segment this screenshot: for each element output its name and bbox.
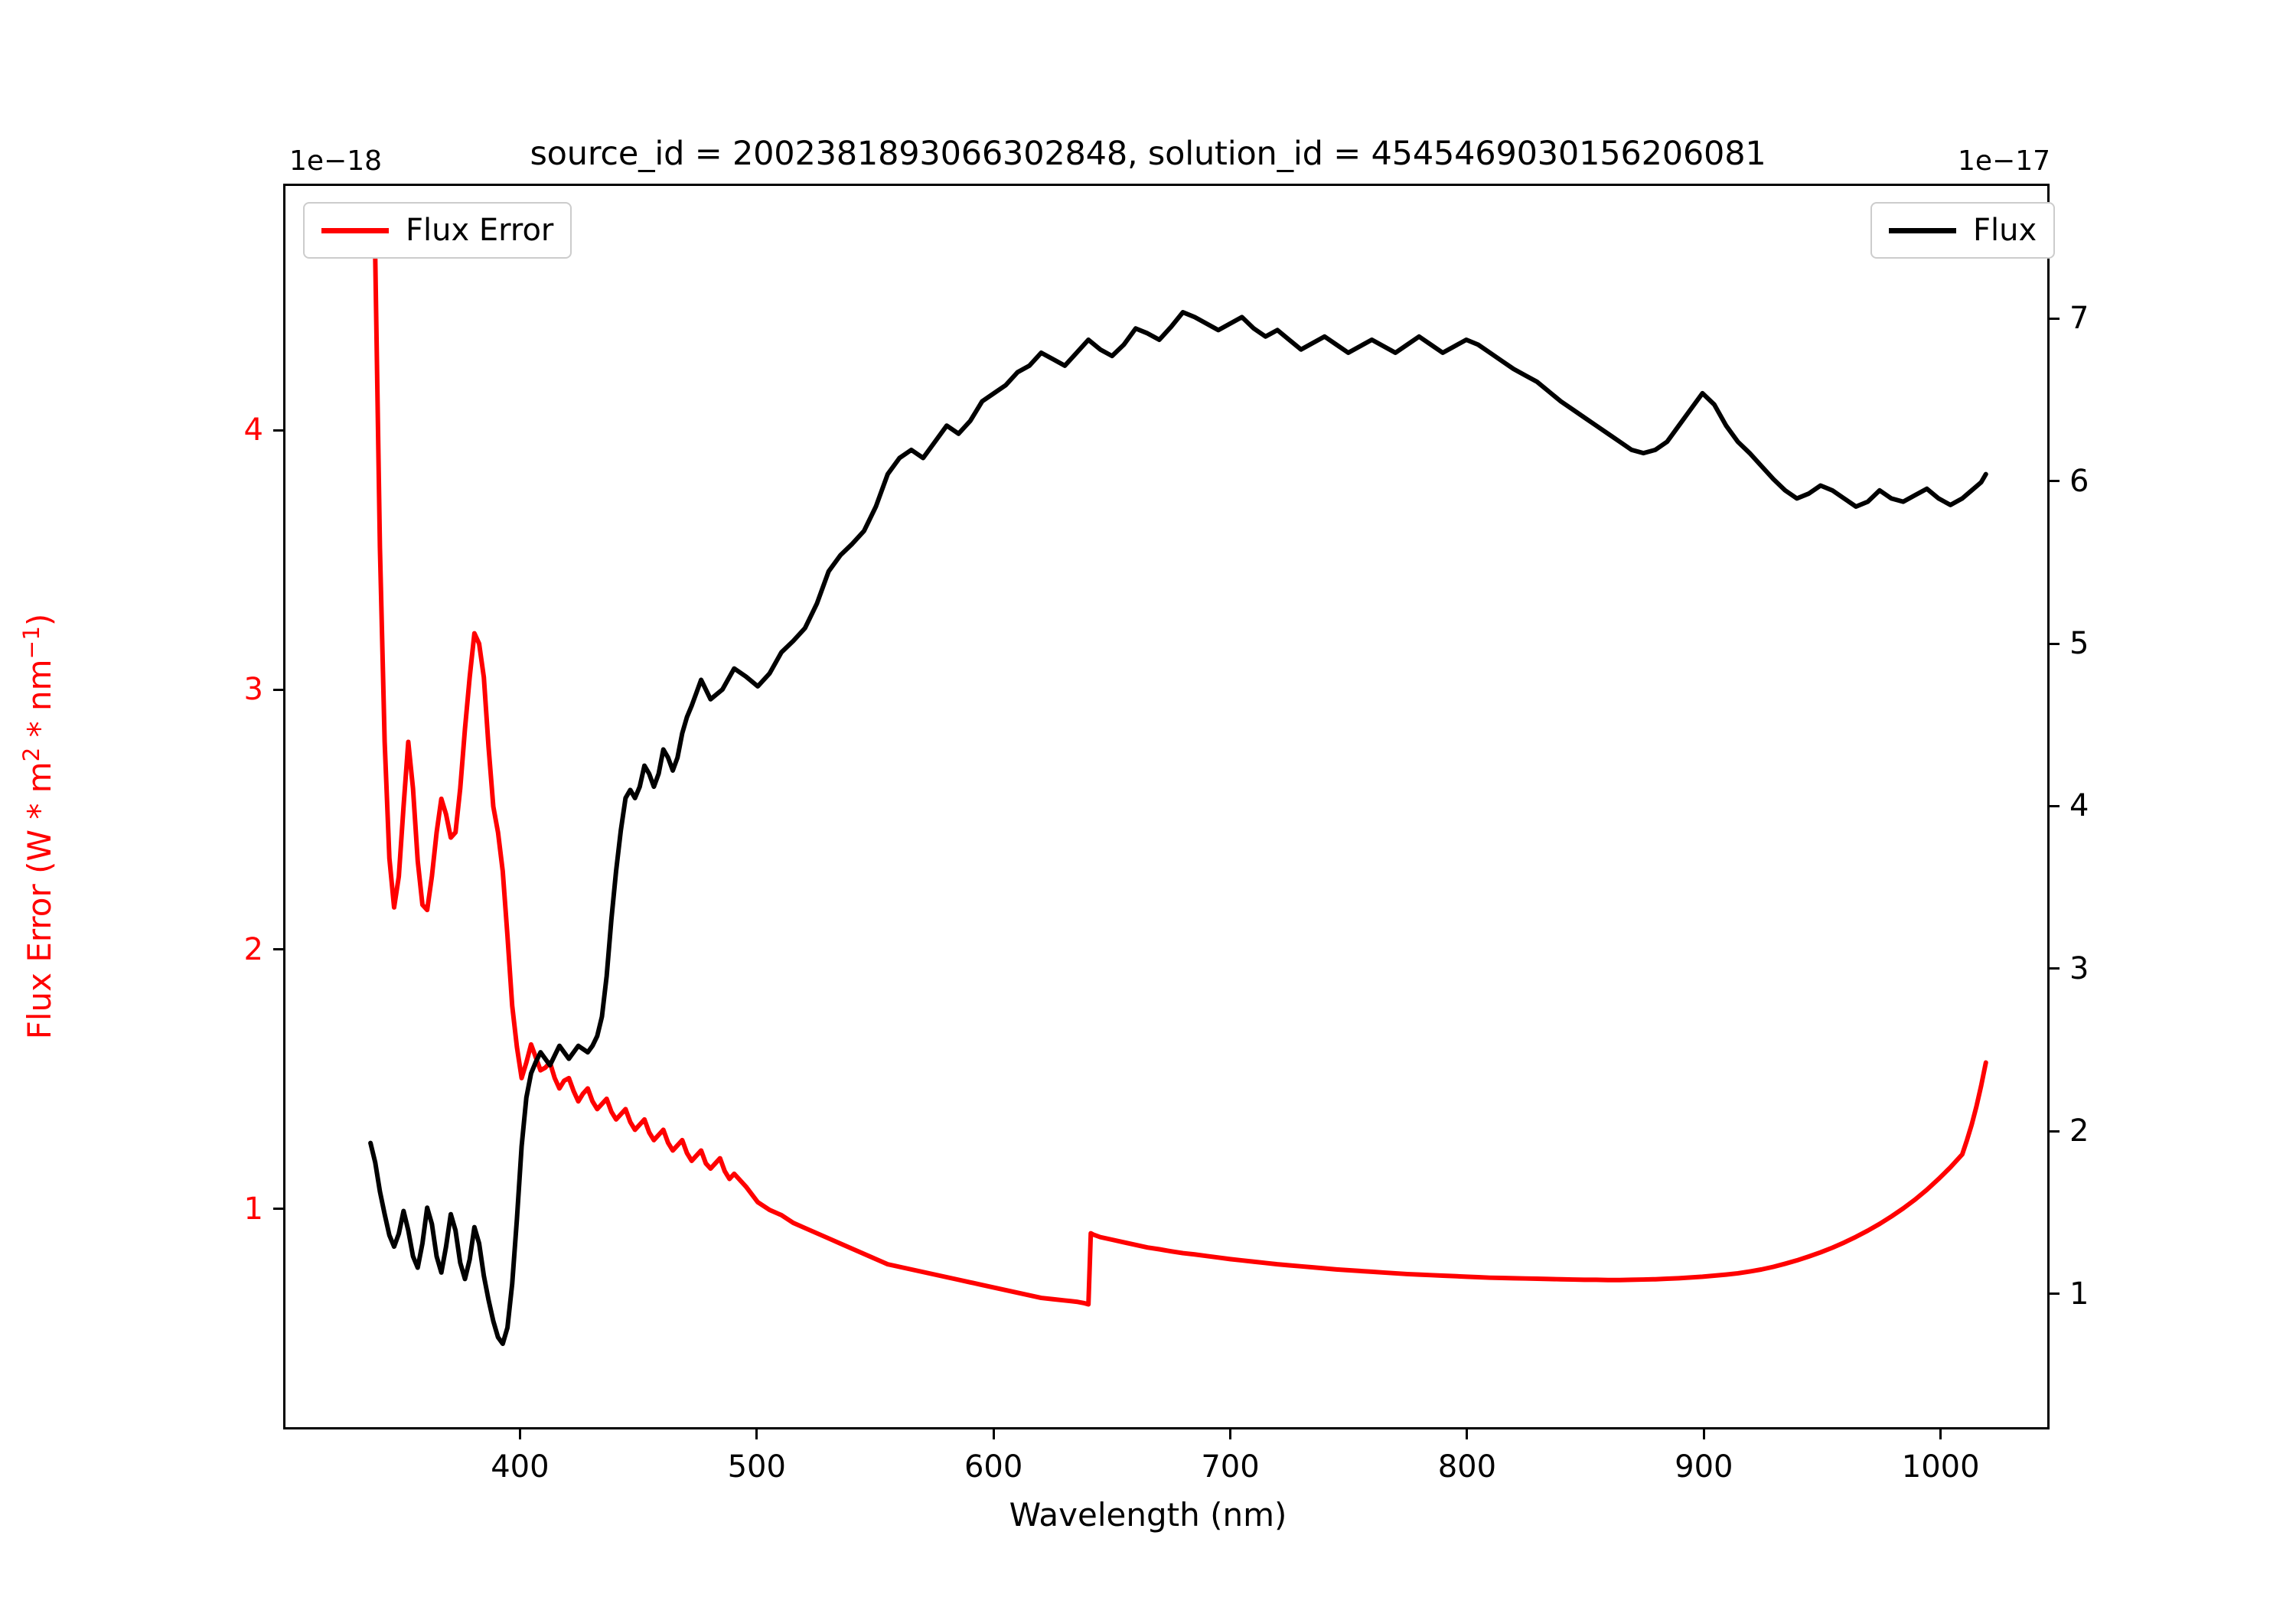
x-tick-mark — [1466, 1429, 1469, 1439]
left-y-tick-mark — [273, 429, 283, 432]
right-y-tick-mark — [2050, 1129, 2060, 1133]
legend-label-flux-error: Flux Error — [406, 213, 554, 248]
right-y-tick-label: 7 — [2069, 301, 2089, 337]
right-y-tick-label: 1 — [2069, 1276, 2089, 1312]
flux-line — [368, 310, 1988, 1347]
left-y-tick-mark — [273, 688, 283, 691]
spectrum-lines — [368, 222, 1988, 1347]
right-y-tick-mark — [2050, 1292, 2060, 1296]
legend-flux-error[interactable]: Flux Error — [303, 202, 572, 259]
left-y-tick-label: 2 — [243, 931, 263, 967]
right-y-tick-label: 3 — [2069, 950, 2089, 986]
x-tick-mark — [1702, 1429, 1705, 1439]
x-tick-label: 500 — [727, 1449, 786, 1485]
right-y-tick-mark — [2050, 642, 2060, 645]
flux-error-line — [368, 222, 1988, 1307]
x-tick-mark — [1939, 1429, 1942, 1439]
legend-line-swatch-red — [321, 227, 389, 233]
right-y-tick-label: 6 — [2069, 463, 2089, 499]
x-tick-label: 400 — [491, 1449, 550, 1485]
x-tick-label: 1000 — [1901, 1449, 1980, 1485]
right-y-tick-mark — [2050, 480, 2060, 483]
left-y-tick-mark — [273, 948, 283, 951]
right-y-tick-label: 5 — [2069, 626, 2089, 662]
x-tick-label: 900 — [1675, 1449, 1733, 1485]
right-y-tick-mark — [2050, 804, 2060, 807]
x-tick-mark — [755, 1429, 758, 1439]
right-y-tick-label: 4 — [2069, 788, 2089, 824]
x-tick-mark — [518, 1429, 521, 1439]
x-tick-mark — [992, 1429, 995, 1439]
plot-title: source_id = 2002381893066302848, solutio… — [530, 135, 1766, 173]
left-y-tick-label: 4 — [243, 412, 263, 448]
x-tick-label: 600 — [964, 1449, 1023, 1485]
right-axis-offset-text: 1e−17 — [1958, 145, 2051, 177]
right-y-tick-mark — [2050, 317, 2060, 320]
x-axis-label: Wavelength (nm) — [1009, 1496, 1287, 1534]
x-tick-label: 700 — [1201, 1449, 1260, 1485]
left-y-tick-mark — [273, 1208, 283, 1211]
legend-label-flux: Flux — [1973, 213, 2037, 248]
legend-flux[interactable]: Flux — [1870, 202, 2056, 259]
x-tick-mark — [1229, 1429, 1232, 1439]
x-tick-label: 800 — [1437, 1449, 1497, 1485]
plot-area — [283, 184, 2050, 1429]
left-y-axis-label: Flux Error (W * m2 * nm−1) — [18, 613, 58, 1040]
right-y-tick-label: 2 — [2069, 1113, 2089, 1149]
legend-line-swatch-black — [1889, 227, 1956, 233]
right-y-tick-mark — [2050, 967, 2060, 970]
left-y-tick-label: 3 — [243, 672, 263, 708]
left-axis-offset-text: 1e−18 — [289, 145, 383, 177]
left-y-tick-label: 1 — [243, 1191, 263, 1227]
